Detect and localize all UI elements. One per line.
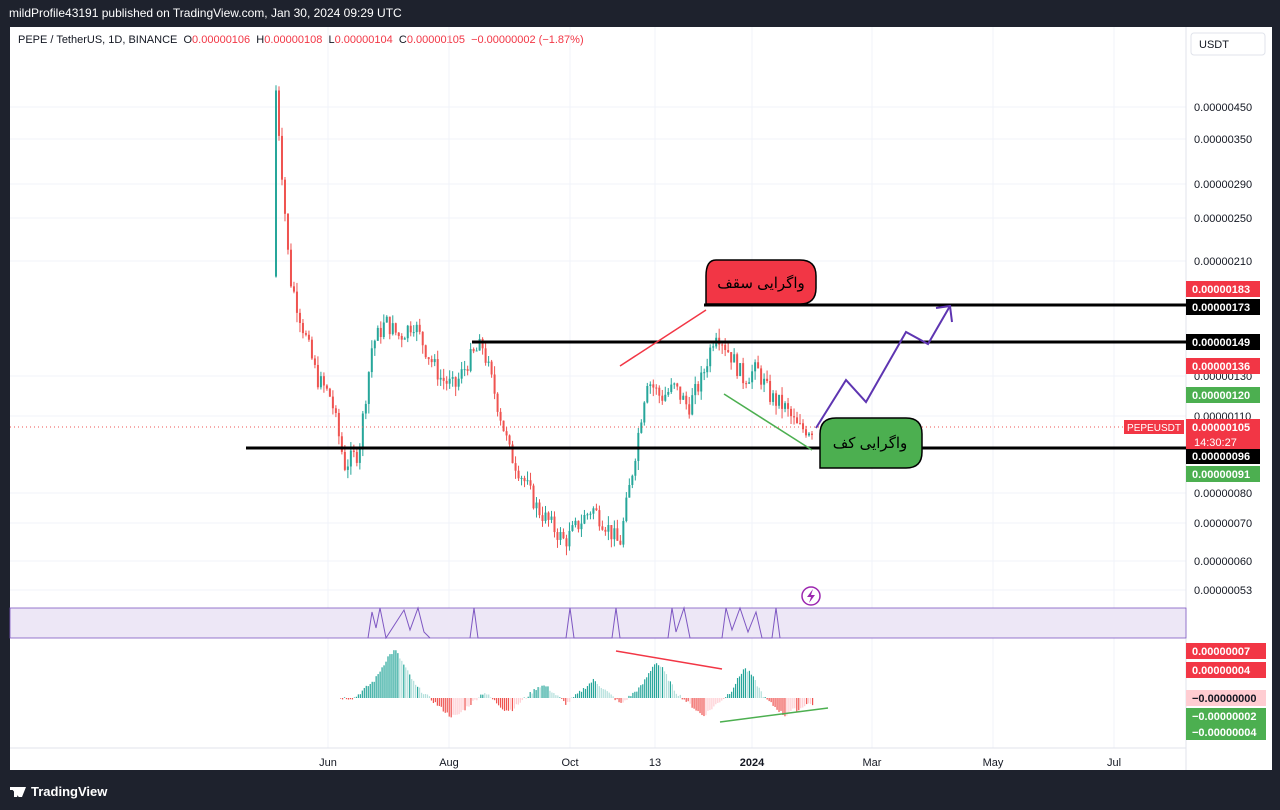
legend-symbol: PEPE / TetherUS, 1D, BINANCE: [18, 34, 178, 46]
chart-frame[interactable]: [10, 27, 1272, 770]
publish-text: mildProfile43191 published on TradingVie…: [9, 6, 402, 20]
tradingview-logo-icon: [10, 787, 26, 797]
legend-l-value: 0.00000104: [334, 34, 393, 46]
legend-c-label: C: [398, 34, 407, 46]
publish-bar: mildProfile43191 published on TradingVie…: [0, 0, 1280, 26]
legend-o-value: 0.00000106: [192, 34, 251, 46]
legend-h-value: 0.00000108: [264, 34, 323, 46]
legend-c-value: 0.00000105: [406, 34, 465, 46]
tradingview-logo[interactable]: TradingView: [10, 784, 107, 799]
symbol-legend: PEPE / TetherUS, 1D, BINANCE O0.00000106…: [18, 34, 584, 46]
brand-label: TradingView: [31, 784, 108, 799]
legend-l-label: L: [328, 34, 335, 46]
legend-o-label: O: [183, 34, 193, 46]
legend-h-label: H: [256, 34, 265, 46]
footer: TradingView: [0, 770, 1280, 810]
legend-change: −0.00000002 (−1.87%): [471, 34, 584, 46]
